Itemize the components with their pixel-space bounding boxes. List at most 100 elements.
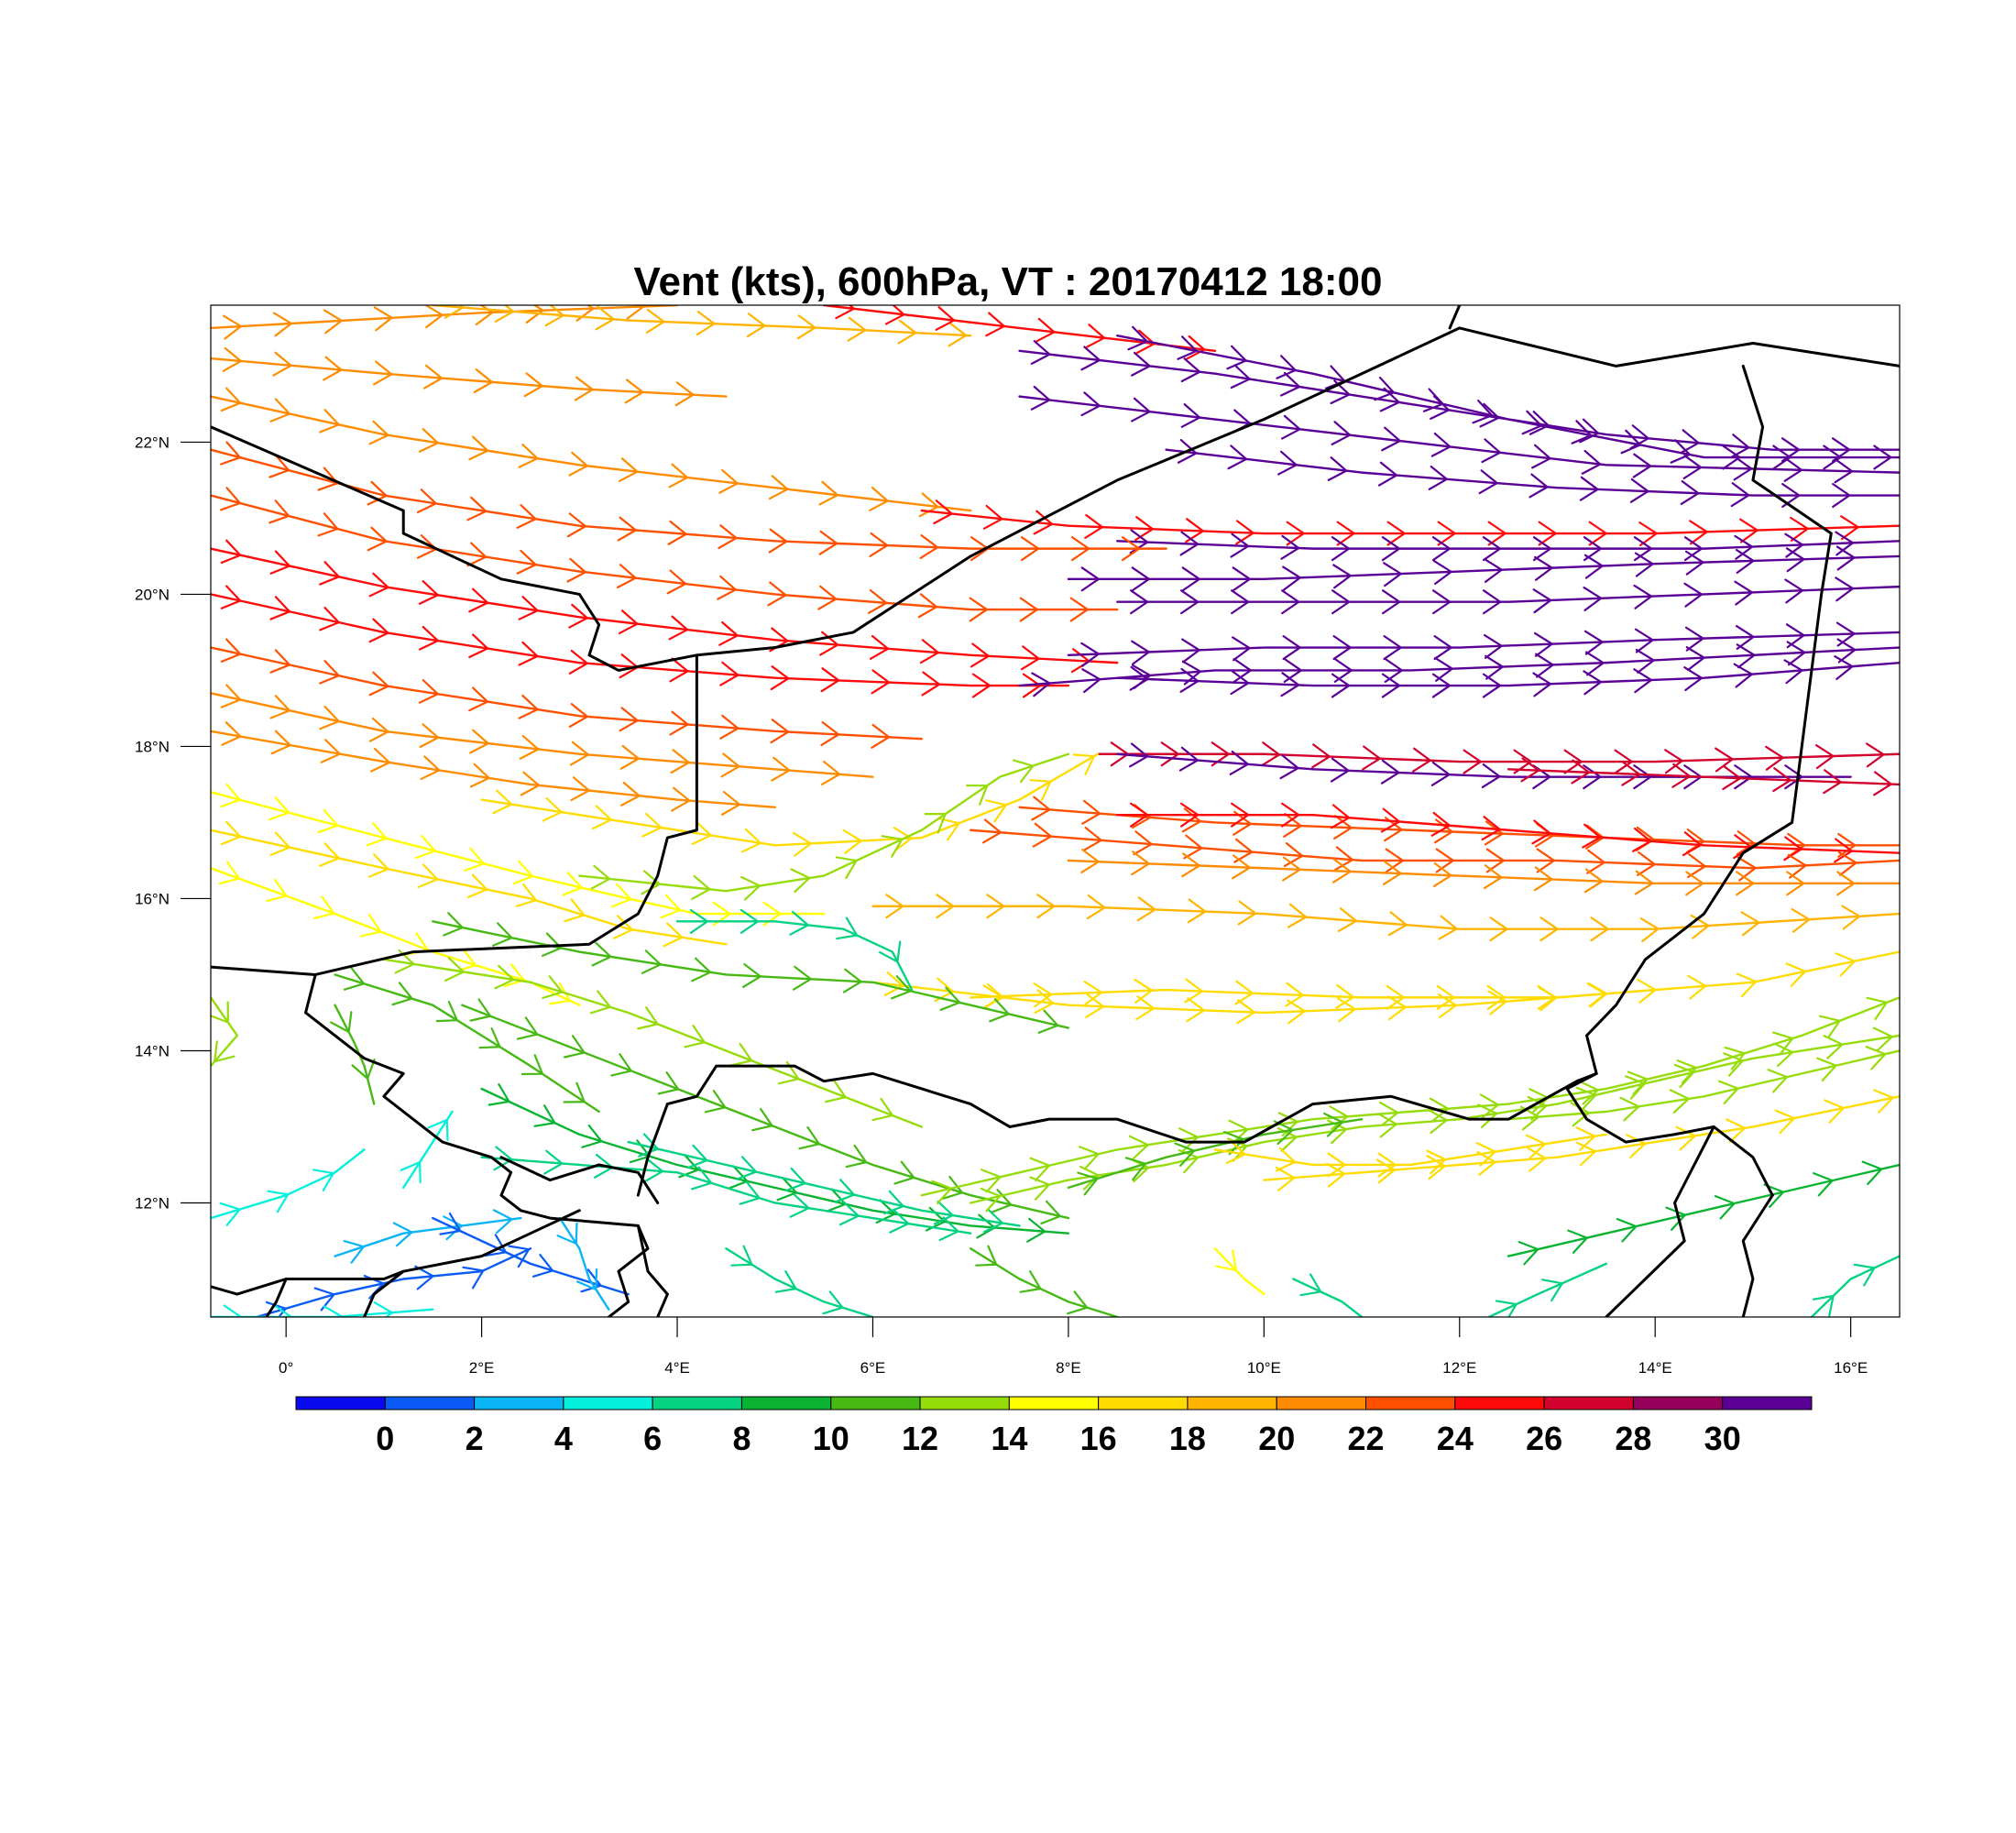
wind-chevron [1487,990,1507,1015]
wind-chevron [878,940,902,963]
wind-chevron [1739,518,1759,543]
colorbar-label: 20 [1258,1420,1295,1457]
wind-chevron [1084,513,1104,539]
wind-chevron [768,528,788,554]
wind-chevron [1483,864,1503,890]
wind-chevron [941,1175,964,1200]
wind-chevron [686,1144,708,1169]
streamline [1507,768,1900,786]
colorbar-swatch [1098,1396,1189,1410]
wind-chevron [1639,917,1660,943]
wind-chevron [1733,456,1753,481]
wind-chevron [568,603,588,629]
wind-chevron [718,468,739,494]
wind-chevron [368,572,389,598]
wind-chevron [740,908,760,934]
wind-chevron [624,379,644,404]
wind-chevron [1085,993,1105,1018]
wind-chevron [1276,355,1297,379]
wind-chevron [566,512,587,538]
wind-chevron [741,962,761,988]
country-border [499,1156,660,1204]
wind-chevron [1330,804,1351,829]
wind-chevron [668,463,689,488]
wind-chevron [1183,834,1203,860]
wind-chevron [1533,866,1553,892]
wind-chevron [516,1016,539,1040]
wind-chevron [488,1082,510,1106]
wind-chevron [883,971,904,996]
streamline [432,305,972,337]
streamline [1810,1255,1900,1317]
wind-chevron [938,818,960,841]
wind-chevron [1567,1229,1588,1254]
wind-chevron [727,1165,749,1190]
streamline [211,730,776,809]
wind-chevron [1834,838,1853,863]
wind-chevron [1299,1273,1322,1297]
streamline [1067,1117,1364,1190]
lat-tick-label: 12°N [135,1194,170,1212]
wind-chevron [1585,651,1605,676]
wind-chevron [1080,391,1101,417]
wind-chevron [1571,420,1592,445]
wind-chevron [784,1167,806,1192]
wind-chevron [691,1166,713,1191]
wind-chevron [1412,747,1431,773]
wind-chevron [1632,453,1652,478]
wind-chevron [366,822,388,847]
wind-chevron [220,585,242,609]
wind-chevron [1633,668,1653,694]
wind-chevron [1282,635,1301,661]
wind-chevron [1872,1026,1893,1052]
wind-chevron [462,1266,485,1290]
wind-chevron [1273,1120,1294,1146]
wind-chevron [1077,1171,1099,1196]
wind-chevron [564,1035,586,1059]
wind-chevron [718,524,738,550]
wind-chevron [563,1081,586,1103]
wind-chevron [1586,849,1605,874]
country-border [265,1277,288,1317]
colorbar-label: 14 [991,1420,1027,1457]
wind-chevron [936,894,955,919]
wind-chevron [422,364,444,390]
colorbar-label: 24 [1437,1420,1474,1457]
wind-chevron [1422,388,1444,412]
wind-chevron [359,914,382,938]
wind-chevron [439,1213,462,1235]
wind-chevron [838,1201,860,1226]
wind-chevron [736,1156,758,1180]
wind-chevron [1379,387,1400,412]
wind-chevron [825,1079,847,1103]
wind-chevron [562,872,583,896]
streamline [211,395,972,512]
wind-chevron [669,710,689,736]
wind-chevron [1734,580,1754,606]
wind-chevron [214,1040,236,1063]
streamline [1116,335,1900,459]
colorbar-swatch [1632,1396,1724,1410]
wind-chevron [1486,984,1506,1010]
wind-chevron [1786,641,1806,666]
wind-chevron [1819,1015,1841,1039]
wind-chevron [935,306,956,331]
wind-chevron [1583,670,1603,696]
wind-chevron [493,1146,513,1171]
wind-chevron [1479,1093,1500,1119]
wind-chevron [518,641,539,666]
wind-chevron [691,874,711,900]
wind-chevron [817,585,838,610]
wind-chevron [544,305,564,327]
wind-chevron [867,588,888,614]
wind-chevron [897,319,917,345]
wind-chevron [469,729,489,754]
wind-chevron [1030,385,1051,411]
wind-chevron [921,671,941,697]
wind-chevron [1730,434,1750,459]
wind-chevron [1813,1172,1834,1197]
wind-chevron [427,1118,449,1141]
wind-chevron [1836,638,1857,664]
wind-chevron [982,504,1003,530]
